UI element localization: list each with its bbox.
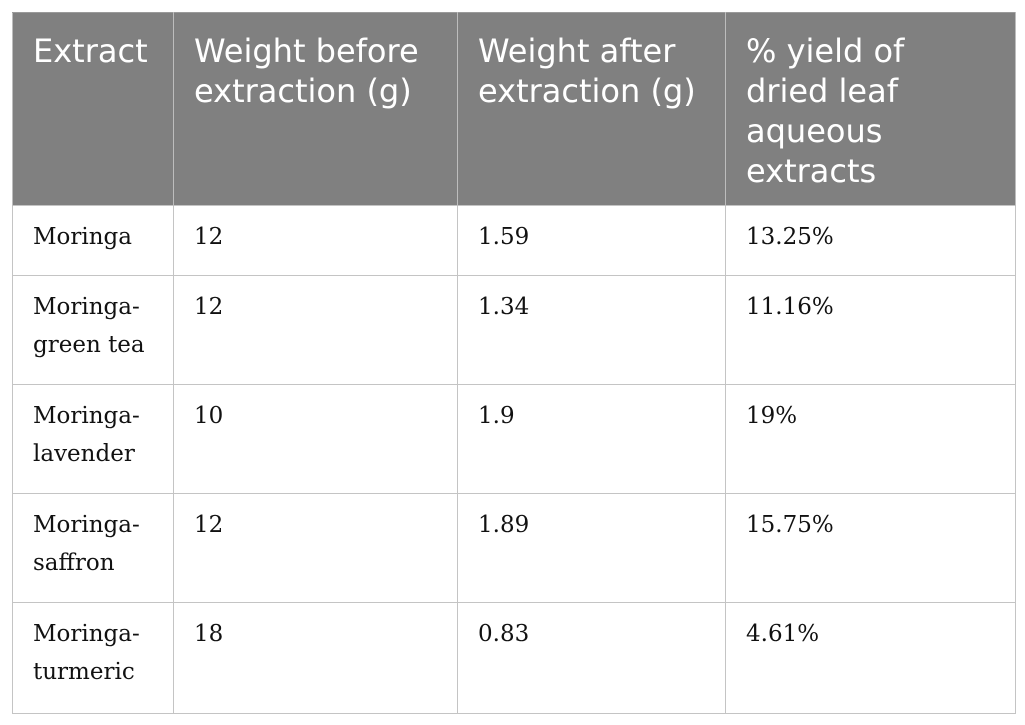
table-header-row: Extract Weight before extraction (g) Wei… [12, 12, 1016, 206]
cell-weight-after: 1.89 [457, 493, 726, 603]
cell-percent-yield: 4.61% [725, 602, 1016, 714]
table-row: Moringa-lavender 10 1.9 19% [12, 384, 1016, 494]
extraction-yield-table: Extract Weight before extraction (g) Wei… [12, 12, 1016, 714]
header-weight-after: Weight after extraction (g) [457, 12, 726, 206]
header-extract: Extract [12, 12, 174, 206]
cell-weight-before: 12 [173, 275, 458, 385]
cell-weight-before: 10 [173, 384, 458, 494]
table-row: Moringa-saffron 12 1.89 15.75% [12, 493, 1016, 603]
cell-extract: Moringa-saffron [12, 493, 174, 603]
cell-percent-yield: 19% [725, 384, 1016, 494]
cell-weight-before: 12 [173, 493, 458, 603]
cell-extract: Moringa-turmeric [12, 602, 174, 714]
header-weight-before: Weight before extraction (g) [173, 12, 458, 206]
cell-weight-after: 1.34 [457, 275, 726, 385]
cell-percent-yield: 11.16% [725, 275, 1016, 385]
cell-extract: Moringa-lavender [12, 384, 174, 494]
cell-weight-before: 18 [173, 602, 458, 714]
table-row: Moringa-green tea 12 1.34 11.16% [12, 275, 1016, 385]
cell-weight-after: 1.9 [457, 384, 726, 494]
yield-table-container: Extract Weight before extraction (g) Wei… [12, 12, 1016, 714]
cell-weight-before: 12 [173, 205, 458, 276]
cell-weight-after: 1.59 [457, 205, 726, 276]
table-row: Moringa-turmeric 18 0.83 4.61% [12, 602, 1016, 714]
header-percent-yield: % yield of dried leaf aqueous extracts [725, 12, 1016, 206]
table-row: Moringa 12 1.59 13.25% [12, 205, 1016, 276]
cell-extract: Moringa-green tea [12, 275, 174, 385]
cell-extract: Moringa [12, 205, 174, 276]
cell-percent-yield: 13.25% [725, 205, 1016, 276]
cell-weight-after: 0.83 [457, 602, 726, 714]
cell-percent-yield: 15.75% [725, 493, 1016, 603]
